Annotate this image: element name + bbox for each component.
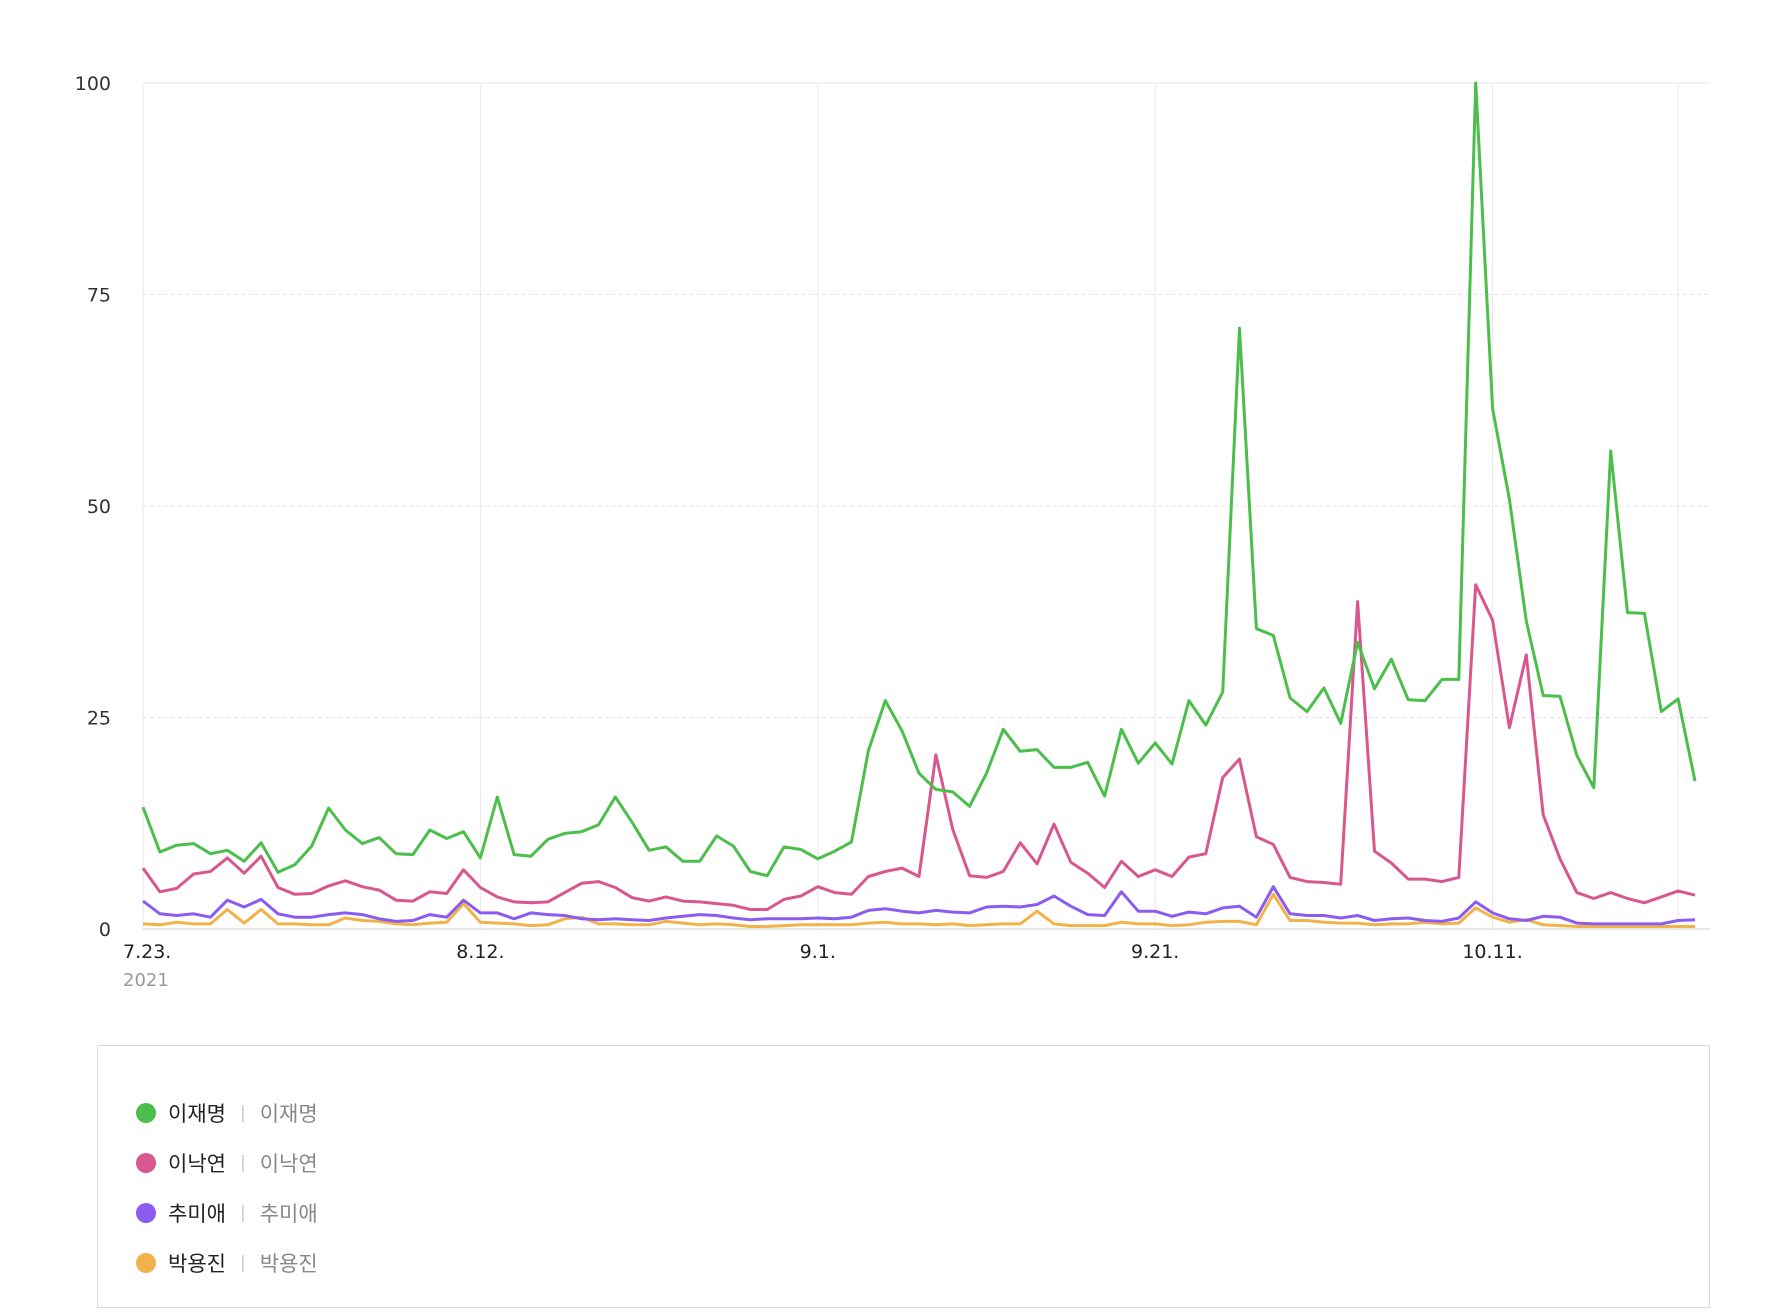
legend-separator: | [239,1103,246,1123]
y-tick-label: 50 [87,496,111,518]
legend-series-name: 추미애 [168,1202,226,1226]
legend-color-dot [136,1103,156,1123]
x-tick-label: 7.23. [123,941,171,963]
x-tick-label: 9.1. [800,941,836,963]
y-axis: 0 25 50 75 100 [75,73,111,941]
legend-series-description: 박용진 [259,1252,318,1276]
legend-separator: | [239,1203,246,1223]
legend-item[interactable]: 박용진 | 박용진 [136,1246,318,1280]
legend-series-name: 이재명 [168,1102,226,1126]
legend-color-dot [136,1153,156,1173]
series-line-0[interactable] [141,81,1697,878]
y-tick-label: 0 [99,919,111,941]
x-axis-year-label: 2021 [123,970,169,991]
x-tick-label: 9.21. [1131,941,1179,963]
y-tick-label: 100 [75,73,111,95]
legend-series-name: 박용진 [168,1252,226,1276]
line-chart: 0 25 50 75 100 2021 7.23. 8.12. 9.1. 9.21. 10.11… [75,73,1710,991]
series-line-2[interactable] [142,885,1696,926]
legend-item[interactable]: 이재명 | 이재명 [136,1096,318,1130]
gridlines [142,82,1710,930]
legend-item[interactable]: 추미애 | 추미애 [136,1196,318,1230]
legend-separator: | [239,1253,246,1273]
series-line-1[interactable] [141,583,1696,911]
series-lines [141,81,1697,928]
x-tick-label: 8.12. [456,941,504,963]
legend-color-dot [136,1253,156,1273]
x-tick-label: 10.11. [1462,941,1522,963]
legend-series-name: 이낙연 [168,1152,226,1176]
x-axis: 2021 7.23. 8.12. 9.1. 9.21. 10.11. [123,941,1523,991]
y-tick-label: 75 [87,285,111,307]
legend-series-description: 이낙연 [259,1152,318,1176]
legend-item[interactable]: 이낙연 | 이낙연 [136,1146,318,1180]
y-tick-label: 25 [87,708,111,730]
legend-color-dot [136,1203,156,1223]
legend-series-description: 이재명 [259,1102,318,1126]
series-line-3[interactable] [142,892,1695,928]
legend-separator: | [239,1153,246,1173]
legend-series-description: 추미애 [259,1202,318,1226]
